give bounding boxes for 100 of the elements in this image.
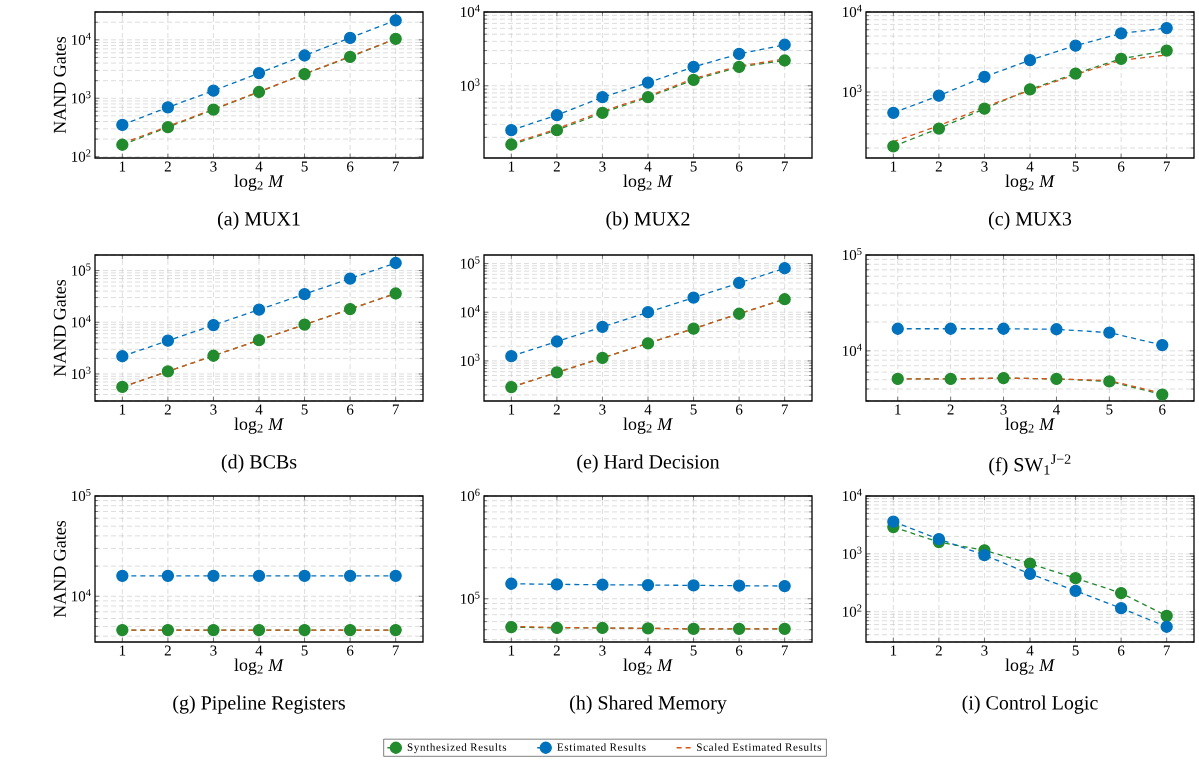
- x-tick-label: 1: [119, 161, 126, 172]
- x-tick-label: 1: [890, 161, 897, 172]
- y-tick-label: 10$^{2}$: [843, 604, 862, 617]
- x-tick-label: 6: [347, 645, 354, 656]
- x-tick-label: 3: [210, 645, 217, 656]
- x-tick-label: 3: [210, 161, 217, 172]
- x-tick-label: 1: [508, 645, 515, 656]
- y-axis-title: NAND Gates: [53, 520, 66, 618]
- y-axis-title: NAND Gates: [53, 279, 66, 377]
- y-tick-label: 10$^{5}$: [461, 256, 480, 269]
- x-tick-label: 1: [508, 404, 515, 415]
- x-tick-label: 6: [1118, 161, 1125, 172]
- x-tick-label: 5: [690, 161, 697, 172]
- x-tick-label: 5: [690, 645, 697, 656]
- x-tick-label: 2: [935, 161, 942, 172]
- x-tick-label: 4: [644, 161, 652, 172]
- x-tick-label: 3: [599, 404, 606, 415]
- x-tick-label: 6: [347, 404, 354, 415]
- x-tick-label: 5: [301, 645, 308, 656]
- y-tick-label: 10$^{2}$: [72, 149, 91, 162]
- y-tick-label: 10$^{3}$: [461, 353, 480, 367]
- x-tick-label: 2: [164, 161, 171, 172]
- x-tick-label: 3: [981, 645, 988, 656]
- x-tick-label: 4: [1053, 404, 1060, 415]
- x-axis-title: log$_{2}$ M: [234, 417, 285, 434]
- x-tick-label: 7: [781, 645, 788, 656]
- x-tick-label: 6: [736, 161, 743, 172]
- x-tick-label: 5: [1072, 161, 1079, 172]
- x-axis-title: log$_{2}$ M: [234, 658, 285, 675]
- text: (i) Control Logic: [962, 695, 1098, 714]
- y-tick-label: 10$^{4}$: [72, 589, 91, 602]
- x-axis-title: log$_{2}$ M: [234, 174, 285, 191]
- x-tick-label: 4: [644, 404, 652, 415]
- x-tick-label: 2: [164, 404, 171, 415]
- text: (c) MUX3: [988, 211, 1072, 230]
- x-tick-label: 6: [736, 404, 743, 415]
- legend-label: Scaled Estimated Results: [697, 743, 822, 751]
- x-axis-title: log$_{2}$ M: [623, 417, 674, 434]
- x-tick-label: 7: [392, 161, 399, 172]
- x-tick-label: 3: [1000, 404, 1007, 415]
- x-tick-label: 4: [1026, 161, 1034, 172]
- x-tick-label: 3: [599, 645, 606, 656]
- x-tick-label: 5: [1106, 404, 1113, 415]
- y-tick-label: 10$^{5}$: [72, 263, 91, 276]
- y-tick-label: 10$^{3}$: [72, 366, 91, 380]
- x-axis-title: log$_{2}$ M: [623, 658, 674, 675]
- text: (d) BCBs: [221, 454, 297, 473]
- y-axis-title: NAND Gates: [53, 36, 66, 134]
- x-tick-label: 7: [781, 404, 788, 415]
- x-tick-label: 1: [895, 404, 901, 415]
- x-tick-label: 7: [392, 645, 399, 656]
- x-tick-label: 4: [255, 645, 263, 656]
- y-tick-label: 10$^{4}$: [72, 32, 91, 45]
- x-tick-label: 4: [255, 161, 263, 172]
- x-axis-title: log$_{2}$ M: [1005, 417, 1056, 434]
- x-tick-label: 6: [1118, 645, 1125, 656]
- y-tick-label: 10$^{4}$: [843, 488, 862, 502]
- x-axis-title: log$_{2}$ M: [1005, 658, 1056, 675]
- x-axis-title: log$_{2}$ M: [1005, 174, 1056, 191]
- text: (h) Shared Memory: [570, 695, 727, 714]
- x-tick-label: 5: [301, 404, 308, 415]
- x-tick-label: 7: [1163, 645, 1170, 656]
- y-tick-label: 10$^{4}$: [72, 315, 91, 328]
- x-tick-label: 2: [553, 645, 560, 656]
- x-tick-label: 5: [301, 161, 308, 172]
- legend-label: Estimated Results: [557, 743, 646, 751]
- y-tick-label: 10$^{4}$: [843, 343, 862, 356]
- x-tick-label: 2: [935, 645, 942, 656]
- x-tick-label: 1: [890, 645, 897, 656]
- x-tick-label: 7: [1163, 161, 1170, 172]
- x-tick-label: 7: [781, 161, 788, 172]
- text: (g) Pipeline Registers: [173, 695, 345, 714]
- text: (b) MUX2: [606, 211, 690, 230]
- text: (e) Hard Decision: [577, 454, 720, 473]
- legend-label: Synthesized Results: [407, 743, 507, 754]
- x-tick-label: 7: [392, 404, 399, 415]
- y-tick-label: 10$^{5}$: [843, 247, 862, 261]
- y-tick-label: 10$^{6}$: [461, 488, 480, 502]
- text: (f) SW$_{1}$J−2: [989, 454, 1071, 476]
- x-tick-label: 1: [508, 161, 515, 172]
- x-tick-label: 1: [119, 404, 126, 415]
- x-tick-label: 2: [947, 404, 954, 415]
- y-tick-label: 10$^{4}$: [461, 4, 480, 18]
- y-tick-label: 10$^{3}$: [72, 91, 91, 104]
- x-tick-label: 6: [1159, 404, 1166, 415]
- y-tick-label: 10$^{5}$: [72, 488, 91, 502]
- x-tick-label: 4: [255, 404, 263, 415]
- x-tick-label: 3: [599, 161, 606, 172]
- x-tick-label: 4: [1026, 645, 1034, 656]
- x-tick-label: 6: [736, 645, 743, 656]
- x-tick-label: 5: [1072, 645, 1079, 656]
- y-tick-label: 10$^{3}$: [461, 78, 480, 91]
- x-axis-title: log$_{2}$ M: [623, 174, 674, 191]
- x-tick-label: 6: [347, 161, 354, 172]
- x-tick-label: 3: [981, 161, 988, 172]
- x-tick-label: 1: [119, 645, 126, 656]
- x-tick-label: 5: [690, 404, 697, 415]
- x-tick-label: 4: [644, 645, 652, 656]
- y-tick-label: 10$^{3}$: [843, 546, 862, 559]
- x-tick-label: 2: [553, 161, 560, 172]
